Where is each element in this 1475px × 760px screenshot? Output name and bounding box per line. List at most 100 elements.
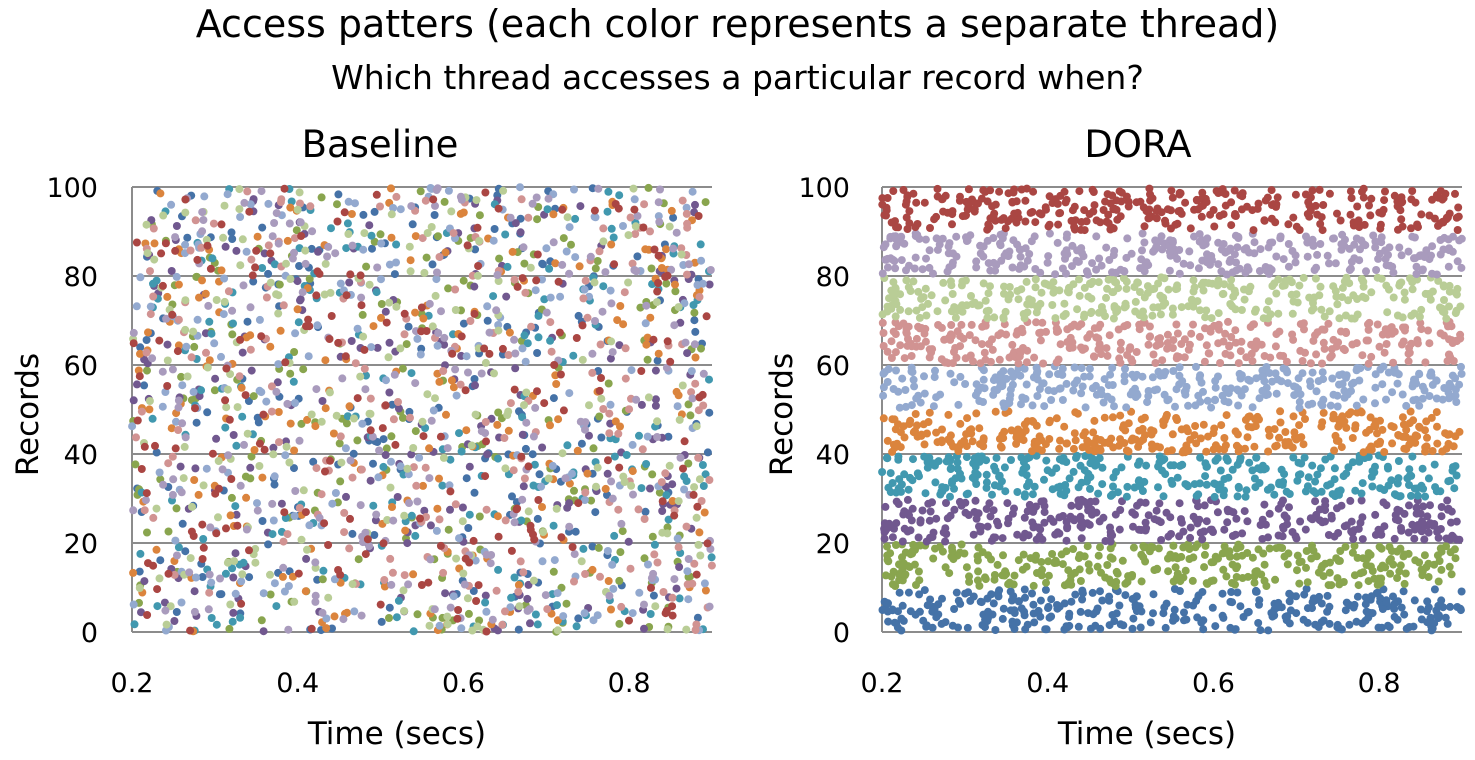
data-point	[1189, 553, 1198, 562]
data-point	[999, 551, 1007, 560]
data-point	[878, 269, 887, 278]
data-point	[881, 502, 890, 511]
data-point	[606, 286, 615, 295]
data-point	[163, 356, 172, 365]
data-point	[1088, 454, 1097, 463]
data-point	[1260, 560, 1269, 569]
data-point	[156, 556, 165, 565]
data-point	[1361, 600, 1370, 609]
data-point	[510, 573, 519, 582]
data-point	[387, 580, 396, 589]
data-point	[1250, 578, 1259, 587]
data-point	[1030, 618, 1039, 627]
data-point	[475, 512, 484, 521]
data-point	[1152, 506, 1161, 515]
data-point	[1395, 506, 1404, 515]
data-point	[659, 588, 668, 596]
data-point	[469, 587, 478, 595]
data-point	[1121, 591, 1130, 600]
data-point	[1326, 452, 1335, 461]
data-point	[230, 557, 239, 566]
data-point	[1407, 311, 1416, 320]
data-point	[1032, 308, 1041, 317]
data-point	[424, 578, 433, 587]
data-point	[707, 561, 716, 570]
data-point	[186, 554, 195, 563]
data-point	[1004, 519, 1012, 528]
data-point	[415, 453, 424, 462]
data-point	[910, 264, 919, 273]
data-point	[225, 624, 234, 633]
data-point	[192, 573, 200, 582]
data-point	[957, 501, 966, 510]
data-point	[1343, 390, 1352, 399]
data-point	[603, 207, 612, 216]
data-point	[1019, 550, 1028, 559]
data-point	[904, 322, 913, 331]
data-point	[1056, 384, 1065, 393]
data-point	[581, 570, 590, 578]
data-point	[283, 530, 292, 539]
data-point	[418, 417, 427, 426]
data-point	[1281, 428, 1290, 436]
data-point	[416, 514, 424, 523]
data-point	[1078, 589, 1087, 598]
data-point	[1043, 258, 1052, 267]
data-point	[631, 230, 640, 238]
data-point	[666, 357, 675, 366]
data-point	[1241, 444, 1249, 453]
data-point	[380, 576, 389, 584]
data-point	[675, 415, 684, 424]
data-point	[1397, 603, 1406, 612]
data-point	[382, 376, 390, 385]
data-point	[1244, 572, 1252, 581]
data-point	[1021, 593, 1029, 602]
data-point	[286, 203, 295, 212]
data-point	[1067, 571, 1076, 580]
data-point	[697, 497, 706, 505]
data-point	[1193, 613, 1202, 622]
data-point	[1204, 432, 1212, 441]
data-point	[351, 199, 359, 208]
data-point	[1288, 528, 1297, 536]
data-point	[440, 197, 449, 206]
data-point	[1393, 379, 1402, 388]
data-point	[908, 368, 917, 377]
data-point	[1352, 366, 1361, 375]
data-point	[1179, 259, 1188, 268]
data-point	[1364, 359, 1373, 368]
data-point	[243, 317, 252, 326]
data-point	[136, 343, 145, 352]
data-point	[1136, 482, 1145, 491]
data-point	[998, 430, 1007, 439]
data-point	[336, 432, 345, 441]
data-point	[474, 262, 483, 270]
data-point	[692, 422, 701, 431]
data-point	[232, 246, 241, 255]
data-point	[1014, 556, 1023, 565]
data-point	[1358, 292, 1367, 301]
data-point	[879, 329, 888, 337]
data-point	[1078, 595, 1087, 604]
data-point	[1434, 276, 1443, 285]
data-point	[989, 390, 998, 399]
data-point	[605, 591, 614, 600]
data-point	[446, 603, 455, 612]
data-point	[1242, 486, 1251, 495]
data-point	[1116, 435, 1125, 444]
data-point	[1252, 453, 1261, 462]
data-point	[537, 482, 546, 491]
data-point	[533, 620, 542, 629]
data-point	[1047, 612, 1056, 621]
data-point	[1180, 616, 1188, 625]
data-point	[1261, 520, 1270, 529]
data-point	[1080, 313, 1088, 321]
data-point	[1335, 580, 1344, 589]
data-point	[1128, 624, 1137, 633]
data-point	[700, 579, 709, 588]
data-point	[1076, 607, 1085, 616]
data-point	[647, 583, 655, 592]
data-point	[1448, 339, 1457, 347]
data-point	[320, 519, 329, 528]
data-point	[1358, 535, 1367, 544]
